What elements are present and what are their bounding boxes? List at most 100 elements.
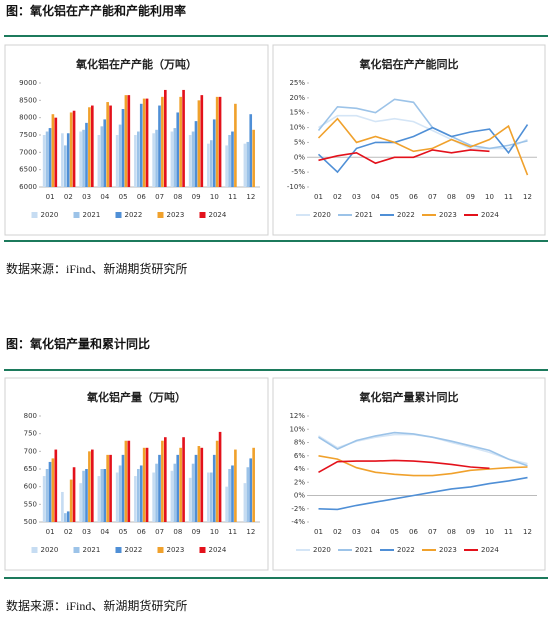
y-tick-label: 800 bbox=[24, 412, 37, 420]
legend-label: 2022 bbox=[397, 211, 415, 219]
bar bbox=[246, 141, 250, 187]
y-tick-label: 7000 bbox=[19, 148, 37, 156]
figure-title: 图：氧化铝产量和累计同比 bbox=[6, 336, 150, 351]
bar bbox=[103, 469, 107, 522]
x-tick-label: 04 bbox=[371, 528, 380, 536]
bar bbox=[252, 129, 255, 187]
legend-label: 2023 bbox=[167, 211, 185, 219]
legend-swatch bbox=[115, 212, 122, 218]
bar bbox=[136, 469, 140, 522]
x-tick-label: 02 bbox=[333, 193, 342, 201]
legend-swatch bbox=[199, 212, 206, 218]
legend-swatch bbox=[31, 212, 38, 218]
y-tick-label: -4% bbox=[291, 518, 305, 526]
line-series bbox=[318, 149, 490, 165]
bar bbox=[139, 103, 143, 187]
bar bbox=[197, 446, 201, 522]
x-tick-label: 10 bbox=[210, 193, 219, 201]
bar bbox=[121, 109, 125, 187]
bar bbox=[45, 131, 49, 187]
bar bbox=[182, 437, 185, 522]
y-tick-label: 500 bbox=[24, 518, 37, 526]
bar bbox=[72, 467, 76, 522]
bar bbox=[176, 454, 180, 522]
x-tick-label: 12 bbox=[246, 528, 255, 536]
bar bbox=[85, 122, 88, 187]
x-tick-label: 04 bbox=[371, 193, 380, 201]
bar bbox=[228, 135, 231, 187]
bar bbox=[200, 447, 204, 522]
bar bbox=[194, 121, 198, 187]
source-note: 数据来源：iFind、新湖期货研究所 bbox=[6, 261, 187, 276]
y-tick-label: 8500 bbox=[19, 96, 37, 104]
bar bbox=[103, 119, 107, 187]
y-tick-label: 600 bbox=[24, 483, 37, 491]
bar bbox=[115, 472, 119, 522]
x-tick-label: 07 bbox=[155, 193, 164, 201]
x-tick-label: 10 bbox=[485, 193, 494, 201]
chart-title: 氧化铝产量累计同比 bbox=[359, 390, 459, 404]
bar bbox=[63, 145, 67, 187]
y-tick-label: 8% bbox=[294, 439, 305, 447]
bar bbox=[231, 131, 234, 187]
bar bbox=[170, 131, 174, 187]
bar bbox=[158, 105, 161, 187]
x-tick-label: 06 bbox=[137, 528, 146, 536]
bar bbox=[225, 145, 228, 187]
bar bbox=[234, 103, 237, 187]
bar bbox=[218, 431, 222, 522]
x-tick-label: 07 bbox=[428, 528, 437, 536]
bar bbox=[179, 447, 182, 522]
bar bbox=[106, 102, 109, 187]
y-tick-label: 550 bbox=[24, 500, 37, 508]
y-tick-label: 4% bbox=[294, 465, 305, 473]
bar bbox=[48, 461, 52, 522]
x-tick-label: 08 bbox=[173, 528, 182, 536]
bar bbox=[249, 114, 253, 187]
bar bbox=[243, 143, 247, 187]
y-tick-label: 15% bbox=[289, 109, 305, 117]
y-tick-label: 8000 bbox=[19, 114, 37, 122]
bar bbox=[97, 135, 101, 187]
x-tick-label: 09 bbox=[192, 528, 201, 536]
y-tick-label: -5% bbox=[291, 168, 305, 176]
legend-label: 2022 bbox=[125, 211, 143, 219]
x-tick-label: 09 bbox=[466, 193, 475, 201]
x-tick-label: 09 bbox=[466, 528, 475, 536]
bar bbox=[252, 447, 255, 522]
bar bbox=[191, 463, 195, 522]
chart-panel bbox=[4, 377, 269, 571]
bar bbox=[200, 95, 204, 187]
x-tick-label: 08 bbox=[173, 193, 182, 201]
x-tick-label: 06 bbox=[409, 193, 418, 201]
bar bbox=[215, 96, 219, 187]
bar bbox=[145, 447, 149, 522]
y-tick-label: 6500 bbox=[19, 166, 37, 174]
bar bbox=[54, 449, 58, 522]
bar bbox=[225, 486, 228, 522]
x-tick-label: 08 bbox=[447, 193, 456, 201]
bar bbox=[218, 96, 222, 187]
bar bbox=[155, 129, 158, 187]
bar bbox=[45, 469, 49, 522]
bar bbox=[212, 454, 216, 522]
bar bbox=[164, 89, 167, 187]
bar bbox=[106, 454, 109, 522]
y-tick-label: 12% bbox=[289, 412, 305, 420]
legend-swatch bbox=[31, 547, 38, 553]
legend-label: 2021 bbox=[355, 211, 373, 219]
y-tick-label: 650 bbox=[24, 465, 37, 473]
line-series bbox=[317, 98, 528, 150]
x-tick-label: 03 bbox=[352, 193, 361, 201]
bar bbox=[228, 469, 231, 522]
bar bbox=[85, 469, 88, 522]
bar bbox=[63, 513, 67, 522]
bar bbox=[173, 463, 177, 522]
y-tick-label: -10% bbox=[287, 183, 305, 191]
bar bbox=[66, 511, 70, 522]
bar bbox=[209, 140, 213, 187]
legend-swatch bbox=[157, 212, 164, 218]
legend-label: 2023 bbox=[439, 546, 457, 554]
bar bbox=[79, 483, 82, 522]
